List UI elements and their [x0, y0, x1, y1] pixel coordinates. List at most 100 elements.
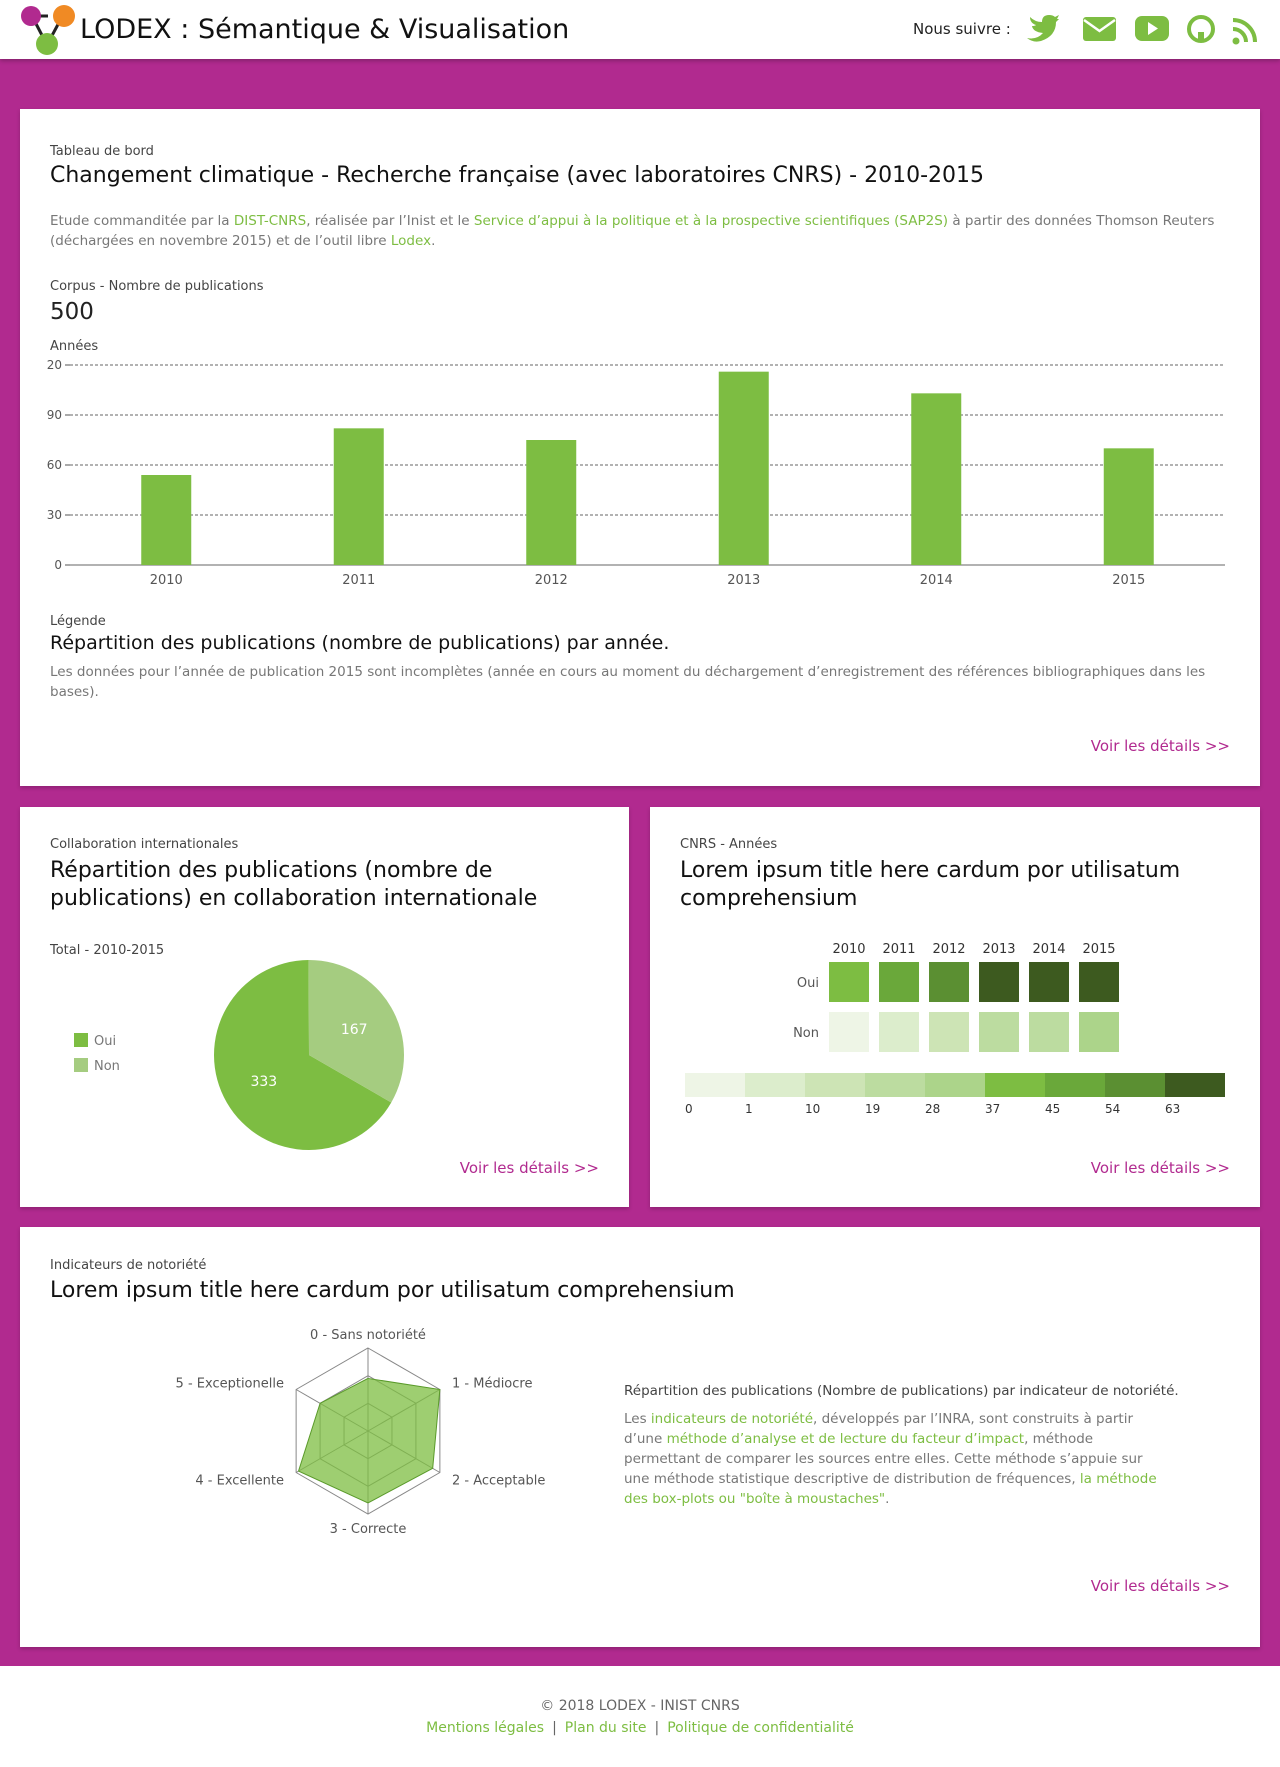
- radar-chart: 0 - Sans notoriété 1 - Médiocre 2 - Accept…: [176, 1328, 546, 1537]
- x-label: 2014: [1032, 942, 1065, 957]
- scale-segment: [985, 1073, 1045, 1097]
- scale-segment: [865, 1073, 925, 1097]
- legend-note: Les données pour l’année de publication …: [50, 664, 1206, 700]
- text-link[interactable]: la méthode des box-plots ou "boîte à mou…: [624, 1471, 1157, 1507]
- x-tick-label: 2011: [342, 573, 375, 588]
- slice-label: 167: [341, 1022, 368, 1038]
- bar: [718, 371, 769, 565]
- heat-cell: [929, 1012, 969, 1052]
- header: LODEX : Sémantique & Visualisation Nous …: [0, 0, 1280, 59]
- twitter-icon[interactable]: [1027, 15, 1059, 42]
- heat-cell: [929, 962, 969, 1002]
- bar: [911, 393, 962, 565]
- text-link[interactable]: indicateurs de notoriété: [650, 1411, 814, 1427]
- heat-cell: [879, 962, 919, 1002]
- text-span: Etude commanditée par la: [50, 213, 234, 229]
- x-label: 2012: [932, 942, 965, 957]
- radar-area: [297, 1377, 441, 1504]
- x-tick-label: 2015: [1112, 573, 1145, 588]
- x-tick-label: 2012: [535, 573, 568, 588]
- text-span: à partir des données Thomson Reuters (dé…: [50, 213, 1215, 249]
- copyright: © 2018 LODEX - INIST CNRS: [540, 1698, 740, 1714]
- x-label: 2013: [982, 942, 1015, 957]
- x-tick-label: 2010: [150, 573, 183, 588]
- y-label: Oui: [797, 976, 819, 991]
- scale-label: 37: [985, 1102, 1000, 1116]
- bar: [526, 440, 577, 565]
- y-label: Non: [793, 1026, 819, 1041]
- chart-subtitle: Total - 2010-2015: [50, 943, 165, 958]
- pie-chart: 333 Oui 167 Non: [74, 960, 404, 1150]
- legend-title: Répartition des publications (nombre de …: [50, 632, 670, 654]
- site-title: LODEX : Sémantique & Visualisation: [80, 14, 570, 45]
- details-link[interactable]: Voir les détails >>: [1090, 737, 1230, 755]
- legend-label: Non: [94, 1059, 120, 1074]
- x-tick-label: 2014: [920, 573, 953, 588]
- text-link[interactable]: Lodex: [390, 233, 432, 249]
- card-title: Lorem ipsum title here cardum por utilis…: [680, 858, 1181, 911]
- text-link[interactable]: Service d’appui à la politique et à la p…: [473, 213, 949, 229]
- legend-swatch: [74, 1033, 88, 1047]
- card-title: Lorem ipsum title here cardum por utilis…: [50, 1278, 735, 1303]
- footer: © 2018 LODEX - INIST CNRS Mentions légal…: [0, 1666, 1280, 1767]
- y-tick-label: 0: [54, 558, 62, 572]
- card-label: Tableau de bord: [50, 144, 154, 159]
- card-title: Changement climatique - Recherche frança…: [50, 163, 985, 188]
- card-cnrs: CNRS - Années Lorem ipsum title here car…: [650, 807, 1260, 1207]
- legend-swatch: [74, 1058, 88, 1072]
- follow-label: Nous suivre :: [913, 20, 1011, 38]
- details-link[interactable]: Voir les détails >>: [459, 1159, 599, 1177]
- heat-cell: [879, 1012, 919, 1052]
- bar: [333, 428, 384, 565]
- scale-label: 10: [805, 1102, 820, 1116]
- y-tick-label: 90: [47, 408, 62, 422]
- x-label: 2010: [832, 942, 865, 957]
- y-tick-label: 60: [47, 458, 62, 472]
- text-link[interactable]: DIST-CNRS: [233, 213, 307, 229]
- pie-slice: [308, 960, 404, 1103]
- scale-label: 54: [1105, 1102, 1120, 1116]
- pie-slice: [214, 960, 392, 1150]
- card-label: Collaboration internationales: [50, 837, 239, 852]
- bar: [1103, 448, 1154, 565]
- scale-label: 45: [1045, 1102, 1060, 1116]
- bar: [141, 475, 192, 565]
- text-link[interactable]: méthode d’analyse et de lecture du facte…: [666, 1431, 1025, 1447]
- card-title: Répartition des publications (nombre de …: [50, 858, 538, 911]
- text-body: Les indicateurs de notoriété, développés…: [624, 1409, 1169, 1509]
- footer-link[interactable]: Politique de confidentialité: [667, 1720, 854, 1736]
- card-label: Indicateurs de notoriété: [50, 1258, 207, 1273]
- axis-label: 3 - Correcte: [330, 1522, 407, 1537]
- scale-label: 0: [685, 1102, 693, 1116]
- axis-label: 0 - Sans notoriété: [310, 1328, 426, 1343]
- details-link[interactable]: Voir les détails >>: [1090, 1159, 1230, 1177]
- corpus-value: 500: [50, 299, 94, 325]
- footer-link[interactable]: Plan du site: [564, 1720, 647, 1736]
- scale-label: 28: [925, 1102, 940, 1116]
- heat-cell: [829, 1012, 869, 1052]
- scale-segment: [805, 1073, 865, 1097]
- scale-segment: [1105, 1073, 1165, 1097]
- text-title: Répartition des publications (Nombre de …: [624, 1383, 1179, 1399]
- details-link[interactable]: Voir les détails >>: [1090, 1577, 1230, 1595]
- social-icons[interactable]: [1025, 12, 1265, 48]
- scale-segment: [1165, 1073, 1225, 1097]
- text-span: .: [885, 1491, 890, 1507]
- rss-icon[interactable]: [1232, 37, 1240, 45]
- scale-label: 1: [745, 1102, 753, 1116]
- scale-label: 19: [865, 1102, 880, 1116]
- scale-segment: [685, 1073, 745, 1097]
- card-publications: Tableau de bord Changement climatique - …: [20, 109, 1260, 786]
- separator: |: [552, 1720, 557, 1736]
- axis-label: 5 - Exceptionelle: [176, 1377, 284, 1392]
- logo: [21, 5, 75, 55]
- heat-cell: [1029, 1012, 1069, 1052]
- bar-chart: 0 30 60 90 20 2010 2011 2012 2013 2014 2015: [47, 358, 1225, 588]
- mail-icon[interactable]: [1083, 17, 1116, 41]
- text-span: , développés par l’INRA, sont construits…: [624, 1411, 1134, 1447]
- scale-segment: [745, 1073, 805, 1097]
- heatmap: 2010 2011 2012 2013 2014 2015 Oui Non 0 1 10 19 28 37…: [685, 942, 1225, 1116]
- footer-link[interactable]: Mentions légales: [426, 1720, 545, 1736]
- y-tick-label: 30: [47, 508, 62, 522]
- axis-label: 2 - Acceptable: [452, 1474, 545, 1489]
